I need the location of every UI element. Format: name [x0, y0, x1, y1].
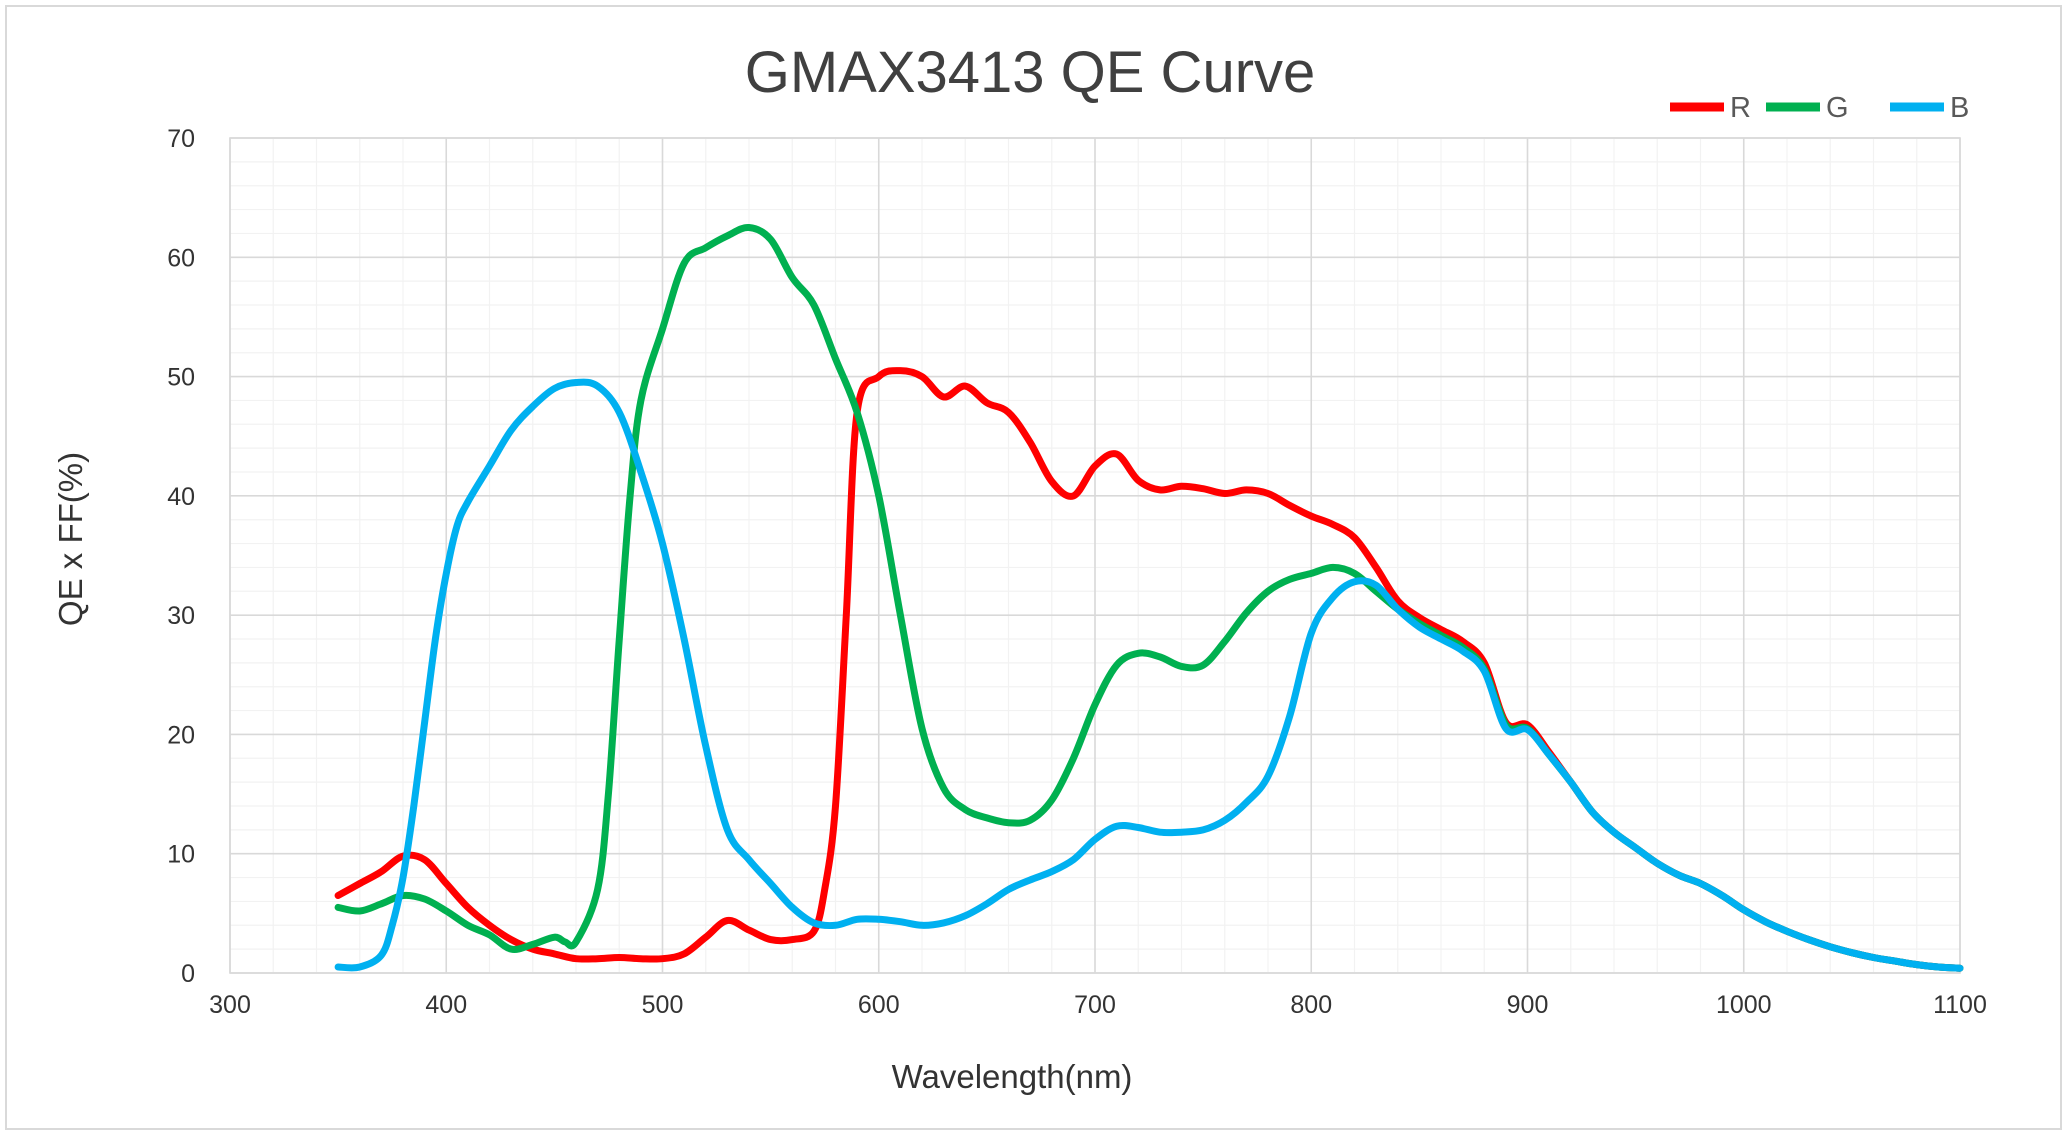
legend-label-b: B [1950, 92, 1969, 124]
y-axis-ticks: 0 10 20 30 40 50 60 70 [167, 125, 195, 988]
legend-label-r: R [1730, 92, 1751, 124]
y-tick-label: 40 [167, 483, 195, 511]
x-axis-title: Wavelength(nm) [892, 1058, 1133, 1095]
x-tick-label: 600 [858, 991, 900, 1019]
y-tick-label: 70 [167, 125, 195, 153]
series-line-b [334, 378, 1964, 972]
x-axis-ticks: 300 400 500 600 700 800 900 1000 1100 [209, 991, 1987, 1019]
plot-border [229, 137, 1961, 974]
y-tick-label: 0 [181, 960, 195, 988]
x-tick-label: 700 [1074, 991, 1116, 1019]
y-tick-label: 20 [167, 721, 195, 749]
x-tick-label: 900 [1507, 991, 1549, 1019]
y-axis-title: QE x FF(%) [52, 452, 89, 626]
x-tick-label: 1000 [1716, 991, 1772, 1019]
y-tick-label: 30 [167, 602, 195, 630]
x-tick-label: 400 [425, 991, 467, 1019]
series-lines [334, 223, 1964, 972]
y-tick-label: 60 [167, 244, 195, 272]
x-tick-label: 500 [642, 991, 684, 1019]
chart-title: GMAX3413 QE Curve [745, 40, 1316, 105]
x-tick-label: 1100 [1933, 991, 1987, 1019]
y-tick-label: 10 [167, 841, 195, 869]
x-tick-label: 300 [209, 991, 251, 1019]
plot-area [229, 137, 1961, 974]
x-tick-label: 800 [1290, 991, 1332, 1019]
legend-label-g: G [1826, 92, 1849, 124]
y-tick-label: 50 [167, 364, 195, 392]
